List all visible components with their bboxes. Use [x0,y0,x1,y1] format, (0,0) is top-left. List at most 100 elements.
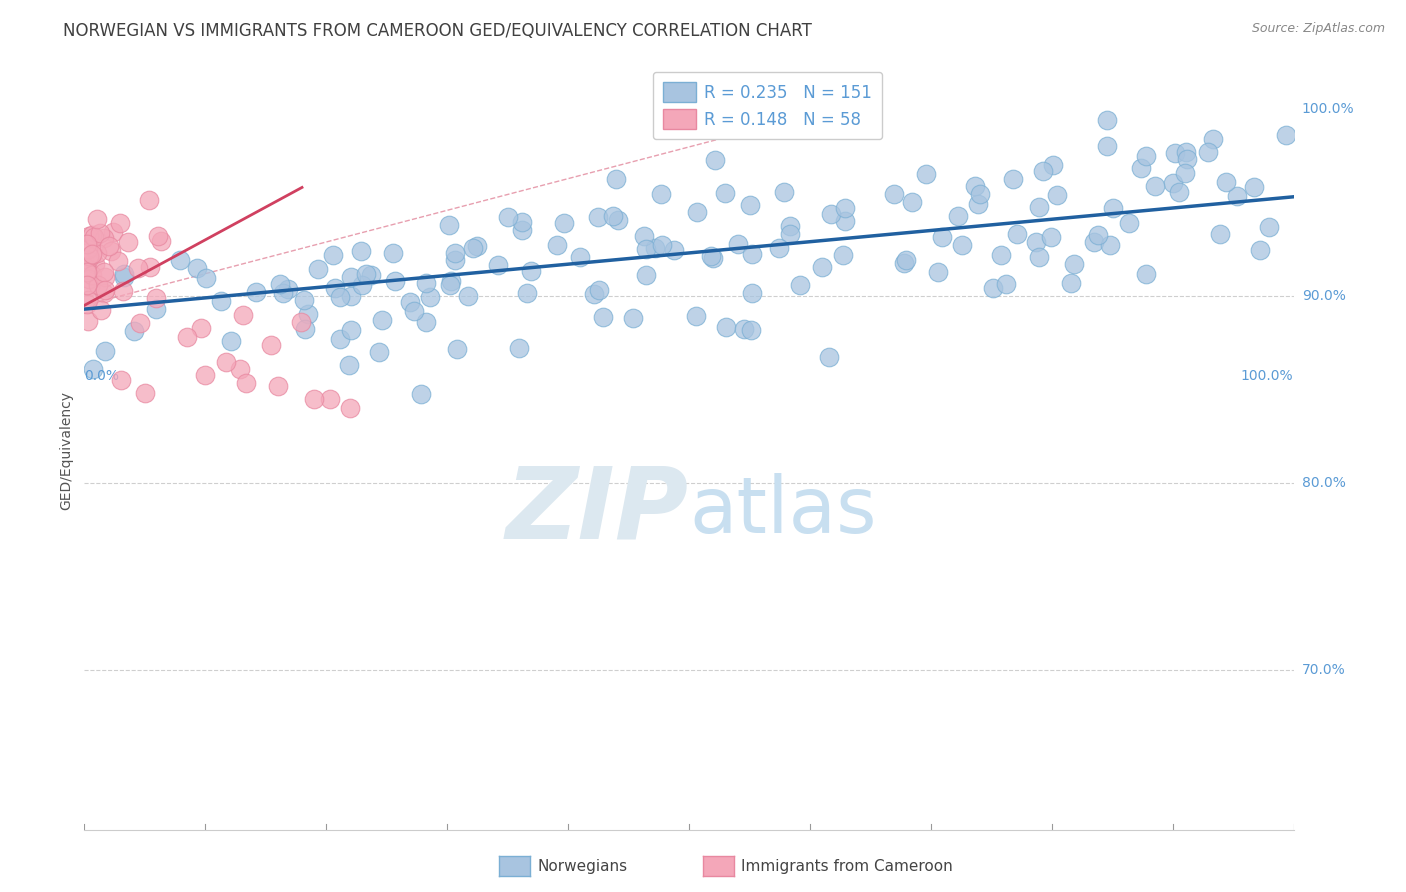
Point [76,237,98,252]
Point [981,281,1004,295]
Point [98,239,121,253]
Point [831,247,853,261]
Point [621,311,644,326]
Point [1258,220,1281,235]
Point [465,239,488,253]
Point [219,334,242,349]
Point [271,285,294,300]
Point [582,286,605,301]
Point [733,321,755,335]
Point [1249,244,1271,258]
Point [1215,175,1237,189]
Point [894,252,917,267]
Point [337,358,360,372]
Point [329,332,352,346]
Point [411,387,433,401]
Point [915,167,938,181]
Point [384,274,406,288]
Point [93,285,115,300]
Point [496,211,519,225]
Point [94,270,117,285]
Point [277,282,299,296]
Point [329,290,352,304]
Point [1042,157,1064,171]
Point [439,218,461,232]
Point [194,271,217,285]
Point [176,330,198,344]
Point [149,234,172,248]
Point [651,238,673,252]
Point [1135,267,1157,281]
Point [703,153,725,168]
Point [93,265,115,279]
Text: Immigrants from Cameroon: Immigrants from Cameroon [741,859,953,873]
Point [1243,180,1265,194]
Point [340,323,363,337]
Point [1161,176,1184,190]
Point [368,344,391,359]
Point [294,322,316,336]
Point [76,242,98,256]
Point [76,297,98,311]
Point [139,260,162,275]
Point [319,392,342,406]
Point [1174,166,1197,180]
Point [820,207,842,221]
Point [117,235,139,249]
Point [229,362,252,376]
Point [77,314,100,328]
Point [93,344,115,359]
Point [381,246,404,260]
Point [779,219,801,234]
Point [633,229,655,244]
Point [586,211,609,225]
Point [1102,201,1125,215]
Point [634,268,657,283]
Point [90,302,112,317]
Point [510,223,533,237]
Point [371,312,394,326]
Point [83,256,105,270]
Point [834,201,856,215]
Text: 80.0%: 80.0% [1302,476,1346,491]
Point [77,272,100,286]
Point [592,310,614,325]
Point [1168,185,1191,199]
Point [79,278,101,293]
Text: 0.0%: 0.0% [84,369,120,384]
Point [340,289,363,303]
Text: 90.0%: 90.0% [1302,289,1346,303]
Point [82,247,104,261]
Point [100,244,122,258]
Point [740,324,762,338]
Point [209,294,232,309]
Point [101,225,124,239]
Point [553,216,575,230]
Point [1099,237,1122,252]
Point [931,230,953,244]
Point [772,185,794,199]
Point [607,213,630,227]
Point [415,315,437,329]
Point [457,288,479,302]
Point [1007,227,1029,242]
Point [439,278,461,293]
Legend: R = 0.235   N = 151, R = 0.148   N = 58: R = 0.235 N = 151, R = 0.148 N = 58 [652,72,883,139]
Point [966,196,988,211]
Point [713,186,735,200]
Point [516,286,538,301]
Point [340,269,363,284]
Point [1039,229,1062,244]
Point [789,278,811,293]
Point [186,260,208,275]
Point [686,204,709,219]
Point [82,247,104,261]
Point [443,252,465,267]
Point [93,283,115,297]
Point [446,342,468,356]
Point [77,249,100,263]
Point [741,286,763,301]
Point [1087,227,1109,242]
Point [297,307,319,321]
Point [664,244,686,258]
